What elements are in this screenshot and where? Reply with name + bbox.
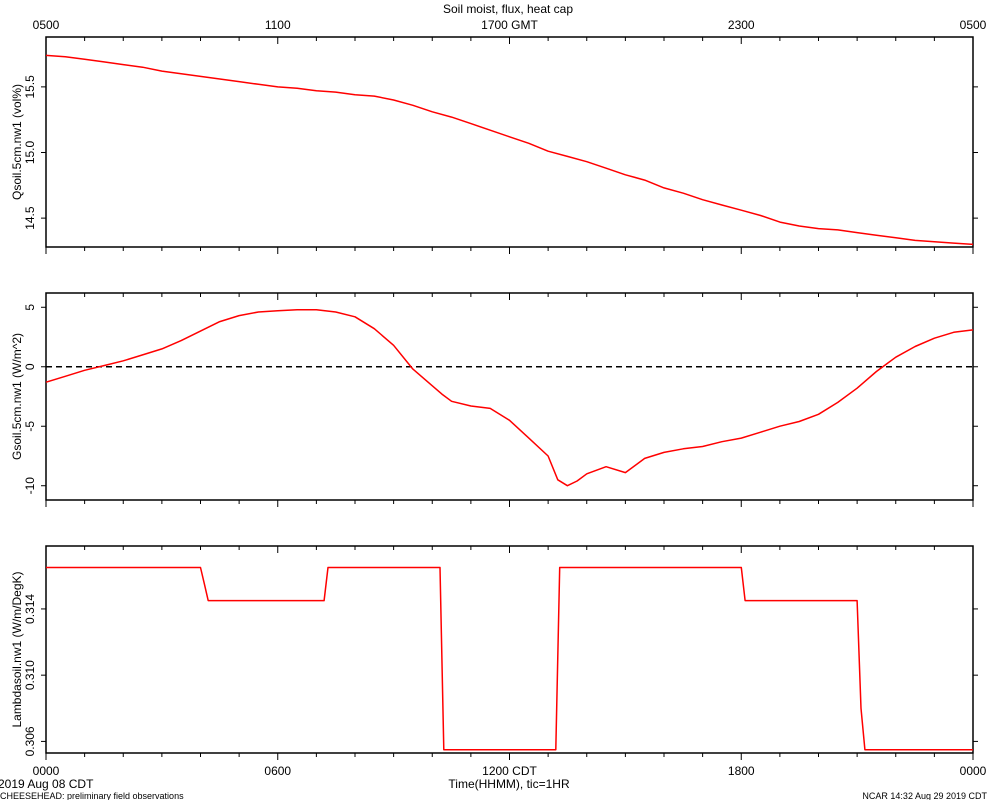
footer-left: CHEESEHEAD: preliminary field observatio… [0, 791, 184, 800]
y-tick-label: 0.314 [23, 594, 37, 624]
panel-frame [45, 292, 974, 501]
y-tick-label: 14.5 [23, 206, 37, 230]
y-tick-label: -5 [23, 421, 37, 432]
date-label: 2019 Aug 08 CDT [0, 777, 94, 791]
footer-right: NCAR 14:32 Aug 29 2019 CDT [862, 791, 987, 800]
bottom-tick-label: 1800 [728, 764, 755, 778]
x-axis-label: Time(HHMM), tic=1HR [448, 777, 570, 791]
bottom-tick-label: 0600 [264, 764, 291, 778]
bottom-axis-ticks: 0000 0600 1200 CDT 1800 0000 [33, 764, 987, 778]
top-tick-label: 1700 GMT [481, 18, 538, 32]
panel-2: 5 0 -5 -10 Gsoil.5cm.nw1 (W/m^2) [10, 292, 978, 507]
top-tick-label: 0500 [33, 18, 60, 32]
y-tick-label: -10 [23, 477, 37, 495]
y-tick-label: 0.310 [23, 660, 37, 690]
chart-title: Soil moist, flux, heat cap [443, 2, 573, 16]
data-series-line [45, 54, 974, 246]
y-axis-label: Gsoil.5cm.nw1 (W/m^2) [10, 333, 24, 460]
data-series-line [45, 308, 974, 487]
top-tick-label: 0500 [960, 18, 987, 32]
top-tick-label: 1100 [265, 18, 291, 32]
panel-1: 15.5 15.0 14.5 Qsoil.5cm.nw1 (vol%) [10, 36, 978, 254]
top-axis-ticks: 0500 1100 1700 GMT 2300 0500 [33, 18, 987, 32]
bottom-tick-label: 1200 CDT [482, 764, 537, 778]
top-tick-label: 2300 [728, 18, 755, 32]
y-tick-label: 0.306 [23, 726, 37, 756]
y-axis-label: Qsoil.5cm.nw1 (vol%) [10, 84, 24, 200]
y-tick-label: 15.0 [23, 140, 37, 164]
panel-frame [45, 545, 974, 754]
panel-frame [45, 36, 974, 248]
y-tick-label: 0 [23, 363, 37, 370]
y-tick-label: 15.5 [23, 75, 37, 99]
chart-panels: 15.5 15.0 14.5 Qsoil.5cm.nw1 (vol%) 5 0 -5 -10 G… [10, 36, 978, 760]
y-axis-label: Lambdasoil.nw1 (W/m/DegK) [10, 571, 24, 727]
data-series-line [46, 566, 973, 751]
bottom-tick-label: 0000 [960, 764, 987, 778]
bottom-tick-label: 0000 [33, 764, 60, 778]
y-tick-label: 5 [23, 304, 37, 311]
